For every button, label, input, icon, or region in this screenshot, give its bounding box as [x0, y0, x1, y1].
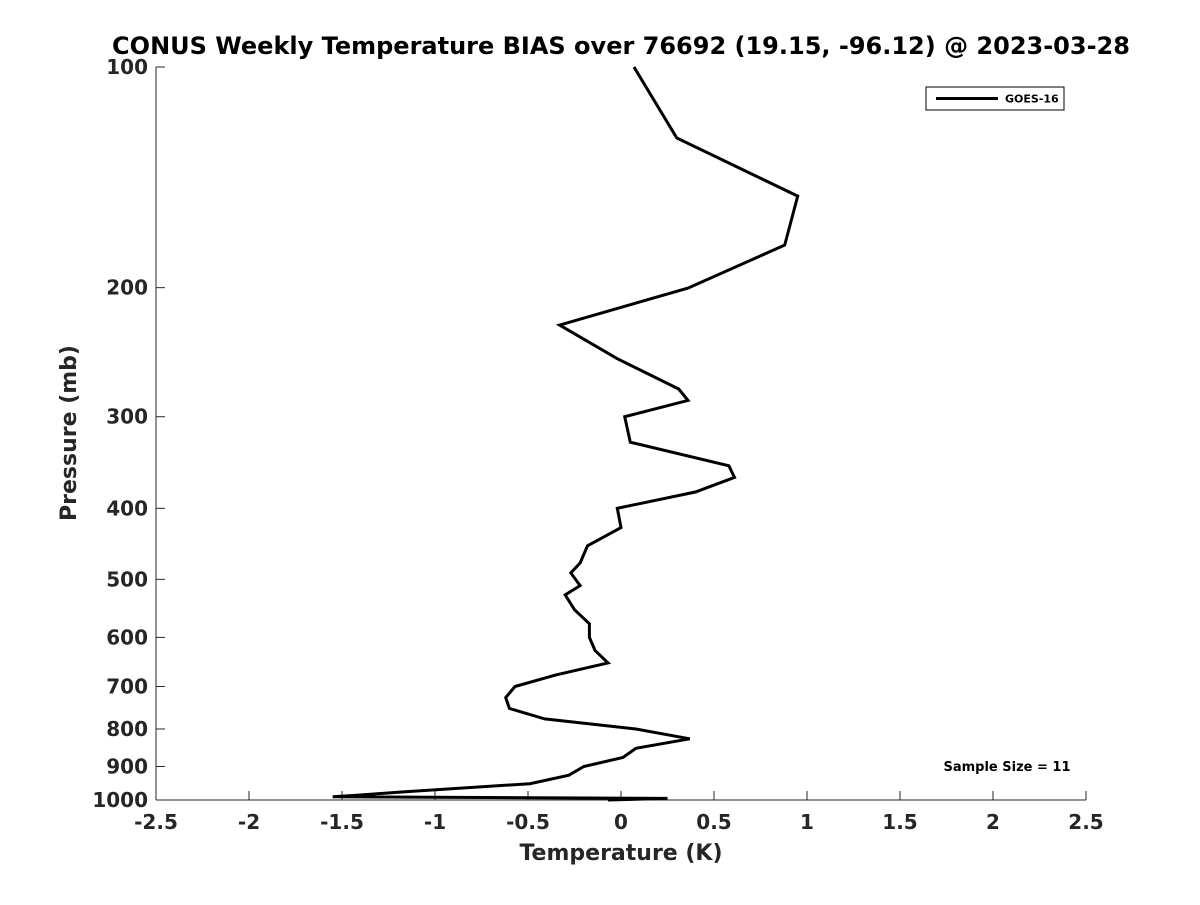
chart-title: CONUS Weekly Temperature BIAS over 76692…	[112, 32, 1130, 60]
y-axis: 100 200 300 400 500 600 700 800 900 1000	[92, 55, 165, 812]
y-axis-label: Pressure (mb)	[57, 345, 82, 521]
x-axis-label: Temperature (K)	[519, 841, 722, 866]
x-tick-label: 0	[614, 810, 628, 834]
x-tick-label: 2.5	[1068, 810, 1103, 834]
x-tick-label: -2.5	[134, 810, 178, 834]
x-tick-label: -2	[238, 810, 260, 834]
x-tick-label: 1.5	[882, 810, 917, 834]
x-tick-label: 0.5	[696, 810, 731, 834]
y-tick-label: 400	[106, 496, 148, 520]
x-axis: -2.5 -2 -1.5 -1 -0.5 0 0.5 1 1.5 2 2.5	[134, 791, 1104, 834]
series-layer	[332, 66, 800, 802]
sample-size-annotation: Sample Size = 11	[943, 760, 1070, 775]
x-tick-label: -0.5	[506, 810, 550, 834]
y-tick-label: 200	[106, 276, 148, 300]
x-tick-label: -1.5	[320, 810, 364, 834]
y-tick-label: 300	[106, 405, 148, 429]
y-tick-label: 700	[106, 674, 148, 698]
y-tick-label: 500	[106, 567, 148, 591]
y-tick-label: 1000	[92, 788, 148, 812]
series-line-goes-16	[332, 66, 800, 802]
x-tick-label: 2	[986, 810, 1000, 834]
plot-area	[156, 67, 1086, 800]
y-tick-label: 100	[106, 55, 148, 79]
y-tick-label: 900	[106, 754, 148, 778]
y-tick-label: 600	[106, 625, 148, 649]
x-tick-label: -1	[424, 810, 446, 834]
legend: GOES-16	[925, 86, 1065, 111]
y-tick-label: 800	[106, 717, 148, 741]
legend-label-goes-16: GOES-16	[1005, 93, 1059, 106]
x-tick-label: 1	[800, 810, 814, 834]
